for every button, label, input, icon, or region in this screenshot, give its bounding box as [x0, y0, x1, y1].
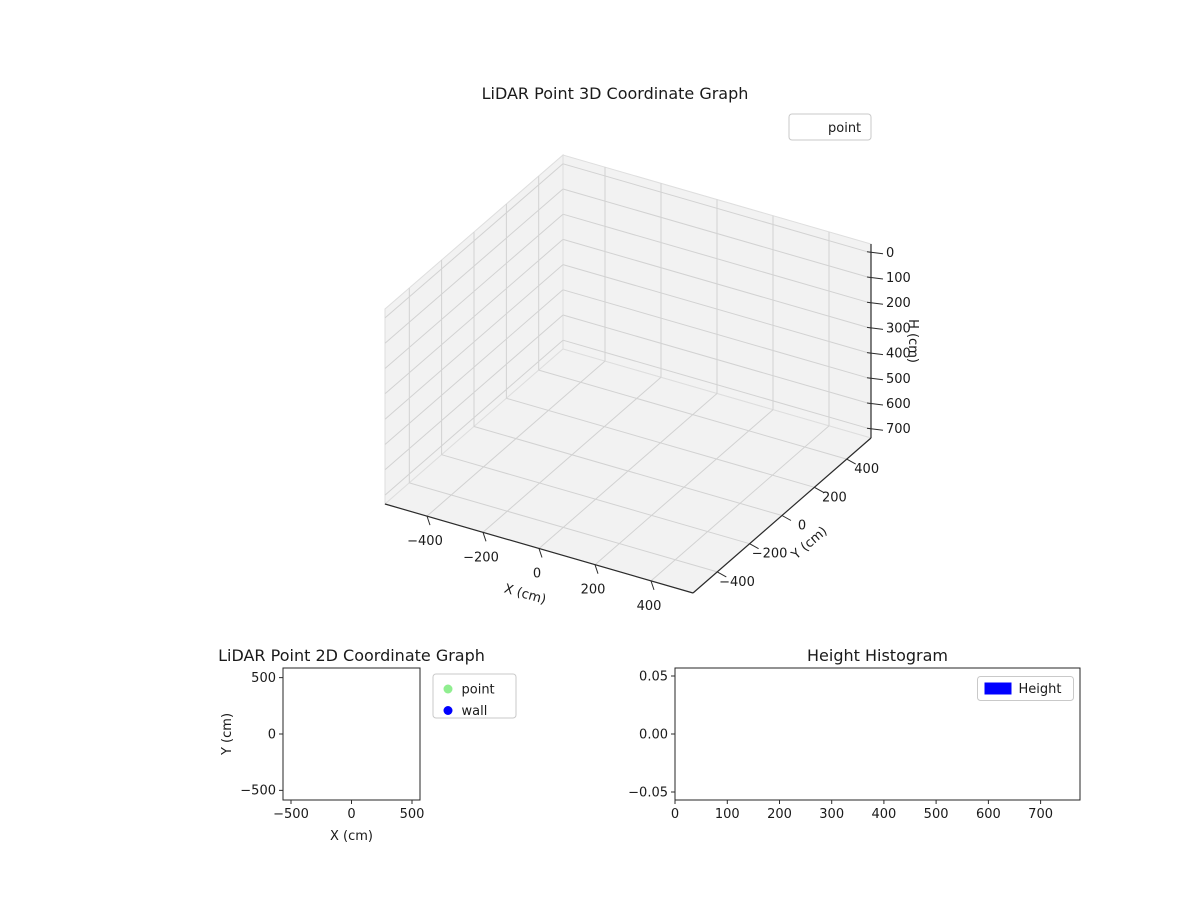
x-tick-label: 0 — [671, 807, 679, 822]
x-tick-label: 300 — [819, 807, 844, 822]
y-tick-label: −400 — [719, 575, 755, 590]
plot-2d-title: LiDAR Point 2D Coordinate Graph — [218, 646, 485, 665]
y-tick-label: −200 — [752, 547, 788, 562]
x-tick-label: 200 — [581, 583, 606, 598]
legend-marker-wall — [443, 706, 453, 715]
x-tick-label: −500 — [273, 807, 309, 822]
plot-2d-axes-box — [282, 667, 421, 801]
y-tick-label: 0 — [798, 519, 806, 534]
x-tick-label: 400 — [871, 807, 896, 822]
x-axis-label-3d: X (cm) — [502, 581, 547, 607]
y-axis-label-2d: Y (cm) — [220, 713, 235, 756]
h-tick-label: 500 — [886, 372, 911, 387]
y-tick-label: 0.00 — [639, 727, 668, 742]
legend-2d-entry-point: point — [462, 683, 495, 698]
x-tick-label: 0 — [533, 567, 541, 582]
h-tick-label: 100 — [886, 271, 911, 286]
y-tick-label: −0.05 — [628, 785, 668, 800]
plot-2d: LiDAR Point 2D Coordinate Graph −500 0 5… — [218, 646, 517, 844]
y-axis-label-3d: Y (cm) — [788, 524, 830, 564]
x-tick-label: 400 — [637, 599, 662, 614]
plot-histogram: Height Histogram 0 100 200 300 400 500 6… — [628, 646, 1081, 822]
x-axis-ticks-2d — [290, 800, 413, 804]
y-tick-label: 0.05 — [639, 669, 668, 684]
legend-marker-height — [984, 682, 1012, 695]
x-tick-label: 200 — [767, 807, 792, 822]
x-tick-label: 500 — [924, 807, 949, 822]
x-tick-label: −200 — [463, 550, 499, 565]
y-tick-label: 400 — [854, 462, 879, 477]
h-tick-label: 400 — [886, 347, 911, 362]
legend-histogram: Height — [977, 676, 1074, 701]
grid-lines-bottom-pane — [409, 360, 847, 582]
grid-lines-right-pane — [562, 163, 872, 430]
h-tick-label: 0 — [886, 246, 894, 261]
h-tick-label: 700 — [886, 422, 911, 437]
x-tick-label: −400 — [407, 534, 443, 549]
plot-3d-title: LiDAR Point 3D Coordinate Graph — [482, 84, 749, 103]
y-tick-label: 500 — [251, 671, 276, 686]
legend-2d: point wall — [432, 673, 517, 719]
legend-2d-box — [432, 673, 517, 719]
x-tick-label: 600 — [976, 807, 1001, 822]
h-tick-label: 200 — [886, 296, 911, 311]
legend-marker-point — [443, 684, 453, 694]
h-axis-label-3d: H (cm) — [905, 319, 920, 363]
y-tick-label: −500 — [240, 784, 276, 799]
plot-3d: LiDAR Point 3D Coordinate Graph −400 −20… — [383, 84, 920, 614]
legend-3d-entry-point: point — [828, 121, 861, 136]
x-tick-label: 100 — [715, 807, 740, 822]
legend-3d-box — [788, 113, 872, 141]
grid-lines-left-pane — [384, 163, 564, 496]
x-axis-ticks-hist — [674, 800, 1042, 804]
h-tick-label: 600 — [886, 397, 911, 412]
h-axis-ticks-3d — [866, 251, 884, 431]
x-axis-label-2d: X (cm) — [330, 829, 373, 844]
y-axis-ticks-3d — [717, 458, 856, 578]
y-tick-label: 200 — [822, 490, 847, 505]
x-tick-label: 500 — [400, 807, 425, 822]
legend-2d-entry-wall: wall — [462, 704, 488, 719]
y-axis-ticks-hist — [671, 675, 675, 793]
y-tick-label: 0 — [268, 727, 276, 742]
plot-histogram-title: Height Histogram — [807, 646, 948, 665]
legend-histogram-entry-height: Height — [1019, 682, 1062, 697]
h-tick-label: 300 — [886, 321, 911, 336]
legend-3d: point — [788, 113, 872, 141]
x-axis-ticks-3d — [426, 515, 655, 591]
y-axis-ticks-2d — [279, 677, 283, 791]
x-tick-label: 0 — [347, 807, 355, 822]
x-tick-label: 700 — [1028, 807, 1053, 822]
